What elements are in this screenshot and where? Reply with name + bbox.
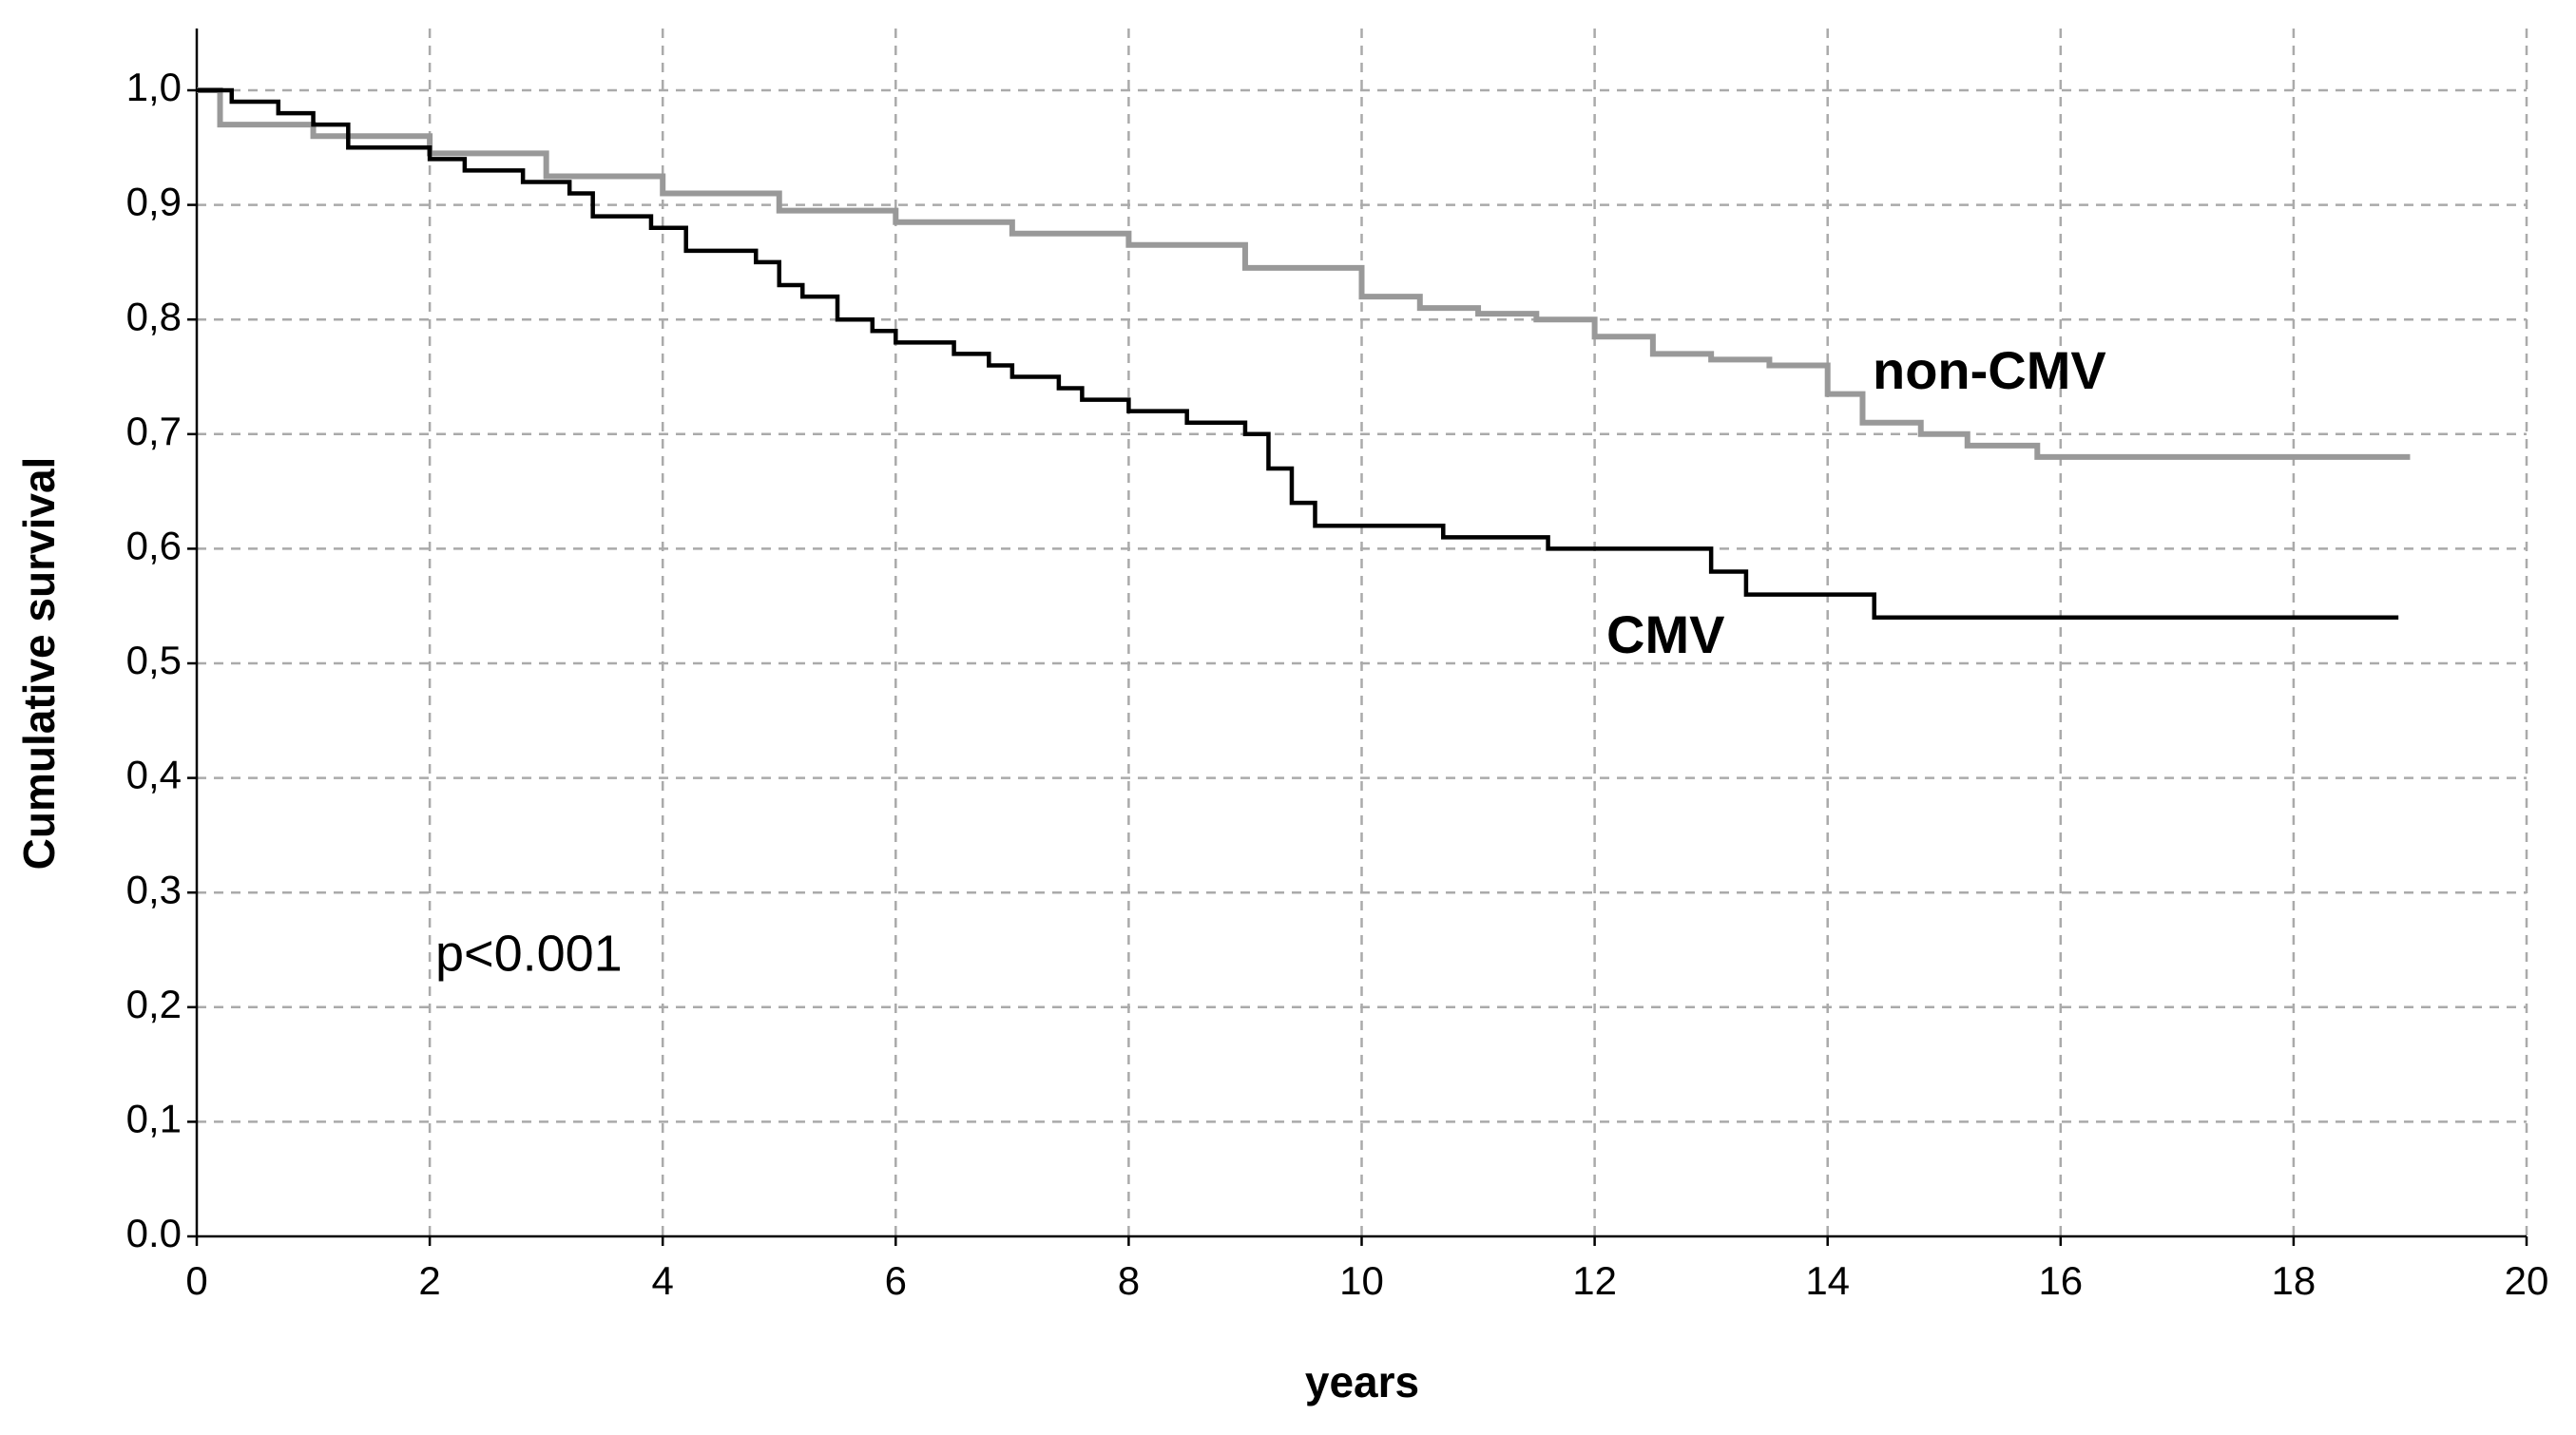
x-tick-label: 18 — [2272, 1258, 2316, 1303]
x-tick-label: 8 — [1118, 1258, 1140, 1303]
y-tick-label: 0,4 — [126, 753, 182, 797]
x-tick-label: 0 — [185, 1258, 207, 1303]
y-tick-label: 0,3 — [126, 867, 182, 911]
series-label: non-CMV — [1873, 340, 2106, 400]
x-tick-label: 20 — [2505, 1258, 2549, 1303]
y-tick-label: 0.0 — [126, 1211, 182, 1255]
y-tick-label: 0,6 — [126, 523, 182, 567]
x-tick-label: 6 — [885, 1258, 907, 1303]
y-tick-label: 0,7 — [126, 409, 182, 453]
y-tick-label: 0,9 — [126, 180, 182, 224]
x-tick-label: 16 — [2038, 1258, 2083, 1303]
survival-line — [197, 87, 2411, 460]
x-tick-label: 4 — [652, 1258, 674, 1303]
y-tick-label: 0,1 — [126, 1096, 182, 1140]
x-tick-label: 10 — [1339, 1258, 1384, 1303]
y-tick-label: 0,8 — [126, 294, 182, 338]
x-axis-label: years — [1305, 1357, 1419, 1406]
x-tick-label: 12 — [1572, 1258, 1617, 1303]
x-tick-label: 14 — [1805, 1258, 1850, 1303]
x-tick-label: 2 — [418, 1258, 440, 1303]
annotation: p<0.001 — [435, 925, 623, 982]
y-tick-label: 0,5 — [126, 638, 182, 682]
series-label: CMV — [1606, 604, 1724, 664]
y-tick-label: 1,0 — [126, 65, 182, 109]
survival-line — [197, 87, 2399, 621]
y-axis-label: Cumulative survival — [14, 457, 64, 871]
y-tick-label: 0,2 — [126, 982, 182, 1026]
